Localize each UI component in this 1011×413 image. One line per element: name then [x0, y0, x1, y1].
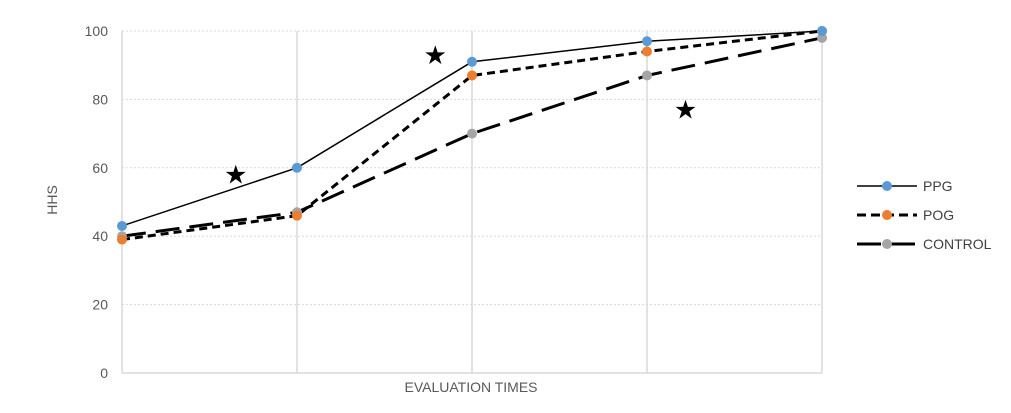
- legend-marker-control: [882, 239, 892, 249]
- data-point-ppg: [117, 220, 127, 231]
- y-tick-label: 80: [92, 91, 108, 107]
- significance-star: ★: [424, 41, 447, 71]
- legend-marker-ppg: [882, 181, 892, 191]
- legend-label-pog: POG: [923, 207, 954, 223]
- axes: 0 20 40 60 80 100: [85, 23, 822, 381]
- data-point-ppg: [817, 26, 827, 36]
- data-point-ppg: [642, 36, 652, 47]
- y-tick-label: 60: [92, 160, 108, 176]
- significance-star: ★: [224, 161, 247, 191]
- legend-label-control: CONTROL: [923, 236, 992, 252]
- legend-label-ppg: PPG: [923, 178, 953, 194]
- data-point-pog: [467, 70, 477, 81]
- data-point-control: [467, 128, 477, 139]
- y-tick-label: 100: [85, 23, 109, 39]
- series-markers: [117, 26, 827, 245]
- annotations: ★ ★ ★: [224, 41, 697, 191]
- x-axis-title: EVALUATION TIMES: [404, 379, 537, 395]
- data-point-pog: [292, 210, 302, 221]
- y-tick-label: 0: [100, 365, 108, 381]
- series-line-control: [121, 36, 823, 238]
- y-axis-title: HHS: [44, 185, 60, 215]
- data-point-control: [642, 70, 652, 81]
- legend: PPG POG CONTROL: [857, 178, 992, 252]
- data-point-ppg: [292, 162, 302, 173]
- y-tick-label: 40: [92, 228, 108, 244]
- data-point-pog: [642, 46, 652, 57]
- legend-marker-pog: [882, 210, 892, 220]
- series-line-pog: [121, 29, 823, 242]
- data-point-control: [817, 32, 827, 43]
- y-tick-label: 20: [92, 297, 108, 313]
- data-point-ppg: [467, 56, 477, 67]
- significance-star: ★: [674, 96, 697, 126]
- data-point-pog: [117, 234, 127, 245]
